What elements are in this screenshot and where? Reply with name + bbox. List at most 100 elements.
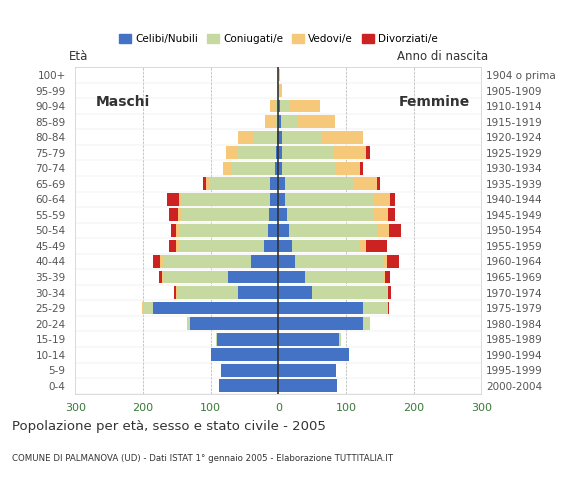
Bar: [360, 162, 363, 175]
Legend: Celibi/Nubili, Coniugati/e, Vedovi/e, Divorziati/e: Celibi/Nubili, Coniugati/e, Vedovi/e, Di…: [115, 30, 442, 48]
Bar: [203, 178, 206, 190]
Bar: [387, 302, 388, 314]
Bar: [166, 193, 179, 206]
Bar: [278, 115, 281, 128]
Bar: [390, 193, 396, 206]
Bar: [353, 178, 376, 190]
Bar: [223, 162, 231, 175]
Bar: [389, 224, 401, 237]
Bar: [179, 240, 263, 252]
Text: Età: Età: [68, 49, 88, 62]
Bar: [176, 240, 179, 252]
Bar: [162, 271, 164, 283]
Bar: [181, 208, 269, 221]
Bar: [336, 162, 360, 175]
Bar: [278, 317, 363, 330]
Bar: [227, 271, 278, 283]
Bar: [179, 193, 182, 206]
Bar: [211, 348, 278, 361]
Bar: [263, 240, 278, 252]
Bar: [285, 193, 373, 206]
Bar: [278, 364, 336, 377]
Bar: [176, 286, 177, 299]
Bar: [385, 271, 390, 283]
Bar: [278, 380, 337, 392]
Bar: [177, 286, 238, 299]
Bar: [219, 380, 278, 392]
Bar: [287, 208, 375, 221]
Bar: [231, 162, 275, 175]
Bar: [153, 255, 160, 268]
Bar: [312, 286, 387, 299]
Bar: [209, 178, 270, 190]
Bar: [282, 162, 336, 175]
Bar: [383, 271, 385, 283]
Bar: [265, 115, 275, 128]
Bar: [282, 131, 322, 144]
Text: Anno di nascita: Anno di nascita: [397, 49, 488, 62]
Bar: [177, 208, 181, 221]
Bar: [277, 131, 278, 144]
Bar: [278, 255, 295, 268]
Bar: [164, 255, 251, 268]
Bar: [276, 146, 278, 159]
Bar: [153, 302, 278, 314]
Bar: [278, 100, 280, 112]
Bar: [278, 131, 282, 144]
Bar: [281, 115, 298, 128]
Bar: [332, 146, 367, 159]
Bar: [388, 208, 395, 221]
Text: Femmine: Femmine: [398, 95, 470, 109]
Bar: [238, 131, 253, 144]
Bar: [282, 146, 332, 159]
Bar: [376, 178, 380, 190]
Bar: [285, 178, 353, 190]
Text: Popolazione per età, sesso e stato civile - 2005: Popolazione per età, sesso e stato civil…: [12, 420, 325, 433]
Bar: [278, 178, 285, 190]
Bar: [278, 240, 292, 252]
Bar: [190, 317, 278, 330]
Bar: [278, 208, 287, 221]
Bar: [278, 84, 280, 97]
Bar: [360, 240, 367, 252]
Bar: [387, 286, 388, 299]
Bar: [174, 286, 176, 299]
Bar: [253, 131, 277, 144]
Bar: [221, 364, 278, 377]
Bar: [187, 317, 190, 330]
Bar: [292, 240, 360, 252]
Bar: [270, 100, 276, 112]
Bar: [182, 193, 270, 206]
Bar: [238, 286, 278, 299]
Bar: [295, 255, 383, 268]
Bar: [280, 100, 290, 112]
Bar: [387, 255, 399, 268]
Bar: [276, 100, 278, 112]
Bar: [363, 302, 387, 314]
Bar: [169, 208, 177, 221]
Text: Maschi: Maschi: [96, 95, 150, 109]
Bar: [142, 302, 143, 314]
Bar: [251, 255, 278, 268]
Bar: [388, 302, 389, 314]
Bar: [278, 146, 282, 159]
Bar: [278, 69, 280, 81]
Bar: [269, 208, 278, 221]
Bar: [171, 224, 176, 237]
Bar: [143, 302, 153, 314]
Bar: [158, 271, 162, 283]
Bar: [275, 115, 278, 128]
Text: COMUNE DI PALMANOVA (UD) - Dati ISTAT 1° gennaio 2005 - Elaborazione TUTTITALIA.: COMUNE DI PALMANOVA (UD) - Dati ISTAT 1°…: [12, 454, 393, 463]
Bar: [169, 240, 176, 252]
Bar: [226, 146, 238, 159]
Bar: [270, 193, 278, 206]
Bar: [275, 162, 278, 175]
Bar: [238, 146, 276, 159]
Bar: [367, 146, 370, 159]
Bar: [164, 271, 227, 283]
Bar: [383, 255, 387, 268]
Bar: [278, 302, 363, 314]
Bar: [218, 333, 278, 346]
Bar: [216, 333, 218, 346]
Bar: [267, 224, 278, 237]
